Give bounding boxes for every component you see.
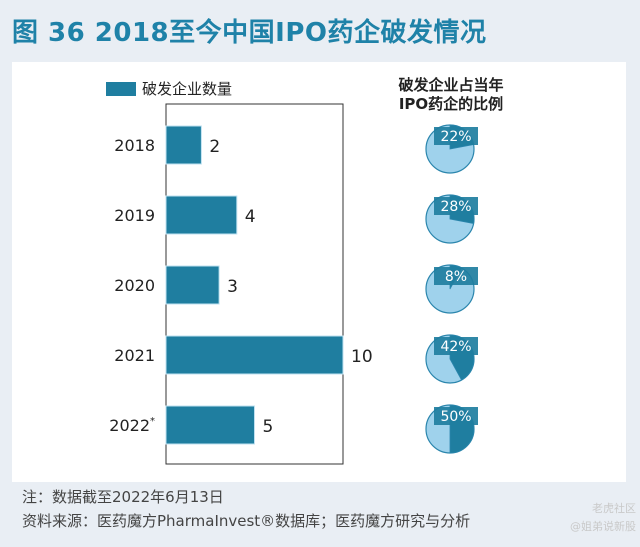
pie-header-line-1: 破发企业占当年 xyxy=(398,76,504,94)
bar-2020 xyxy=(165,265,220,305)
pie-column-header: 破发企业占当年 IPO药企的比例 xyxy=(386,76,516,114)
bar-layer: 2018 2 2019 4 2020 3 2021 10 2022* 5 xyxy=(109,103,373,465)
bar-2018 xyxy=(165,125,202,165)
category-label-2019: 2019 xyxy=(114,206,155,225)
watermark-line-1: 老虎社区 xyxy=(592,502,636,515)
pie-label-2022: 50% xyxy=(440,409,471,425)
legend-swatch xyxy=(106,82,136,96)
pie-label-2020: 8% xyxy=(445,269,467,285)
pie-label-2019: 28% xyxy=(440,199,471,215)
footnote-marker: * xyxy=(150,416,155,427)
chart-panel xyxy=(12,62,626,482)
pie-label-2021: 42% xyxy=(440,339,471,355)
pie-label-bg-2021 xyxy=(434,337,478,355)
bar-2019 xyxy=(165,195,238,235)
value-label-2020: 3 xyxy=(227,277,238,297)
pie-label-bg-2019 xyxy=(434,197,478,215)
pie-layer: 22% 28% 8% 42% 50% xyxy=(425,124,478,454)
category-label-2018: 2018 xyxy=(114,136,155,155)
watermark: 老虎社区 @姐弟说新股 xyxy=(540,500,636,536)
pie-label-bg-2022 xyxy=(434,407,478,425)
pie-label-bg-2018 xyxy=(434,127,478,145)
category-label-2022: 2022* xyxy=(109,416,155,435)
value-label-2021: 10 xyxy=(351,347,373,367)
source-note: 资料来源：医药魔方PharmaInvest®数据库；医药魔方研究与分析 xyxy=(22,512,471,530)
pie-header-line-2: IPO药企的比例 xyxy=(398,95,504,113)
bar-2022 xyxy=(165,405,255,445)
category-label-2021: 2021 xyxy=(114,346,155,365)
chart-title: 图 36 2018至今中国IPO药企破发情况 xyxy=(12,18,487,48)
pie-label-bg-2020 xyxy=(434,267,478,285)
value-label-2018: 2 xyxy=(209,137,220,157)
watermark-line-2: @姐弟说新股 xyxy=(570,520,636,533)
value-label-2019: 4 xyxy=(245,207,256,227)
category-label-2020: 2020 xyxy=(114,276,155,295)
legend-label: 破发企业数量 xyxy=(142,80,233,98)
footnote: 注：数据截至2022年6月13日 xyxy=(22,488,224,506)
value-label-2022: 5 xyxy=(263,417,274,437)
pie-label-2018: 22% xyxy=(440,129,471,145)
bar-2021 xyxy=(165,335,344,375)
